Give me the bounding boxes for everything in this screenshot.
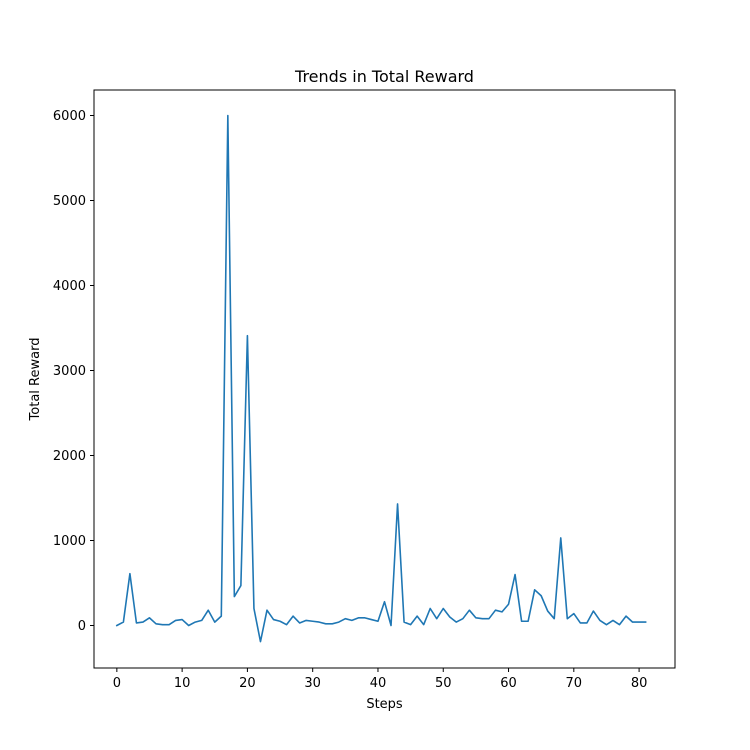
plot-area bbox=[115, 114, 647, 643]
y-tick-label: 6000 bbox=[53, 109, 86, 124]
x-tick-label: 50 bbox=[435, 676, 452, 691]
plot-frame bbox=[93, 89, 676, 669]
y-tick-label: 1000 bbox=[53, 534, 86, 549]
x-axis-label: Steps bbox=[366, 697, 403, 712]
x-tick-label: 20 bbox=[239, 676, 256, 691]
x-tick-label: 0 bbox=[113, 676, 121, 691]
x-tick-label: 30 bbox=[304, 676, 321, 691]
x-tick-label: 60 bbox=[500, 676, 517, 691]
y-tick-label: 3000 bbox=[53, 364, 86, 379]
y-tick-label: 0 bbox=[78, 619, 86, 634]
chart-title: Trends in Total Reward bbox=[294, 67, 474, 86]
y-axis-label: Total Reward bbox=[28, 338, 43, 422]
x-tick-label: 10 bbox=[174, 676, 191, 691]
y-tick-label: 2000 bbox=[53, 449, 86, 464]
y-tick-label: 5000 bbox=[53, 194, 86, 209]
series-line bbox=[115, 114, 647, 643]
y-tick-label: 4000 bbox=[53, 279, 86, 294]
x-tick-label: 80 bbox=[631, 676, 648, 691]
axes: 0 10 20 30 40 50 60 70 80 0 1000 2000 3000 4000 5000 60… bbox=[53, 109, 647, 691]
x-tick-label: 40 bbox=[370, 676, 387, 691]
x-tick-label: 70 bbox=[566, 676, 583, 691]
